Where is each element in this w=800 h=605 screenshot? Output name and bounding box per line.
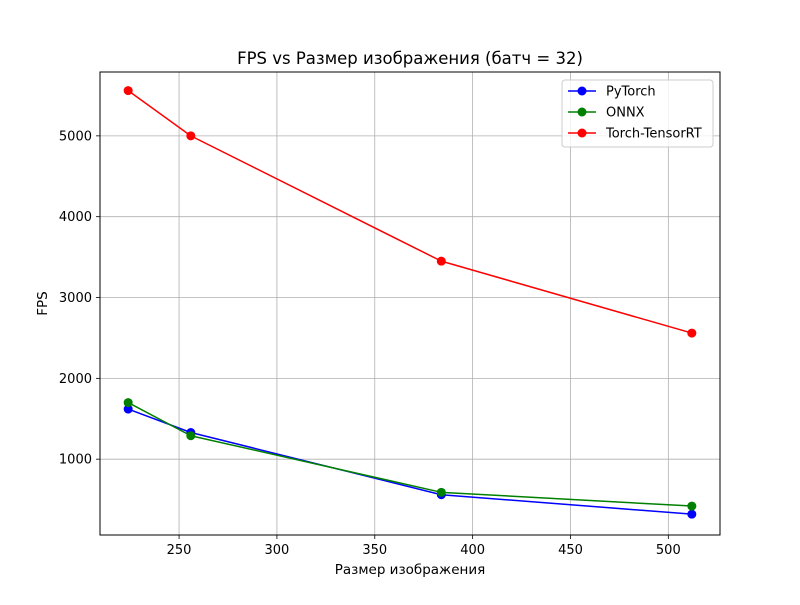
legend-swatch-marker-onnx — [577, 107, 587, 117]
data-point-torch-tensorrt — [186, 131, 196, 141]
chart-title: FPS vs Размер изображения (батч = 32) — [237, 49, 583, 68]
legend-label-onnx: ONNX — [606, 106, 645, 121]
data-point-pytorch — [123, 404, 133, 414]
x-tick-label: 500 — [656, 543, 681, 558]
x-tick-label: 450 — [558, 543, 583, 558]
y-axis-ticks: 1000 2000 3000 4000 5000 — [59, 129, 100, 468]
legend-label-pytorch: PyTorch — [606, 85, 656, 100]
data-point-onnx — [687, 501, 697, 511]
x-tick-label: 300 — [265, 543, 290, 558]
data-point-torch-tensorrt — [123, 86, 133, 96]
data-point-onnx — [123, 398, 133, 408]
x-tick-label: 350 — [362, 543, 387, 558]
y-tick-label: 2000 — [59, 372, 92, 387]
x-axis-ticks: 250 300 350 400 450 500 — [167, 535, 681, 558]
legend-box — [561, 79, 714, 148]
series-torch-tensorrt — [123, 86, 697, 338]
legend: PyTorch ONNX Torch-TensorRT — [561, 79, 714, 148]
data-point-torch-tensorrt — [436, 256, 446, 266]
series-line-onnx — [127, 401, 692, 507]
x-axis-label: Размер изображения — [335, 562, 486, 578]
y-tick-label: 5000 — [59, 129, 92, 144]
legend-swatch-marker-pytorch — [577, 86, 587, 96]
x-tick-label: 400 — [460, 543, 485, 558]
data-point-torch-tensorrt — [687, 328, 697, 338]
plot-frame — [99, 71, 721, 536]
series-onnx — [123, 398, 697, 511]
data-point-onnx — [436, 487, 446, 497]
y-tick-label: 3000 — [59, 291, 92, 306]
plot-series — [123, 86, 697, 519]
series-line-torch-tensorrt — [127, 89, 693, 334]
y-axis-label: FPS — [35, 291, 51, 315]
legend-label-torch-tensorrt: Torch-TensorRT — [605, 127, 702, 142]
data-point-pytorch — [687, 509, 697, 519]
legend-swatch-marker-torch-tensorrt — [577, 128, 587, 138]
data-point-onnx — [186, 431, 196, 441]
y-tick-label: 4000 — [59, 210, 92, 225]
y-tick-label: 1000 — [59, 453, 92, 468]
x-tick-label: 250 — [167, 543, 192, 558]
